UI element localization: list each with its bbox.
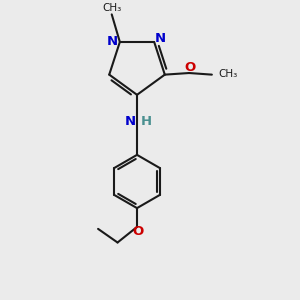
Text: CH₃: CH₃	[218, 69, 238, 79]
Text: O: O	[185, 61, 196, 74]
Text: CH₃: CH₃	[103, 3, 122, 13]
Text: N: N	[155, 32, 166, 45]
Text: H: H	[141, 115, 152, 128]
Text: N: N	[124, 115, 135, 128]
Text: N: N	[107, 34, 118, 47]
Text: O: O	[133, 225, 144, 238]
